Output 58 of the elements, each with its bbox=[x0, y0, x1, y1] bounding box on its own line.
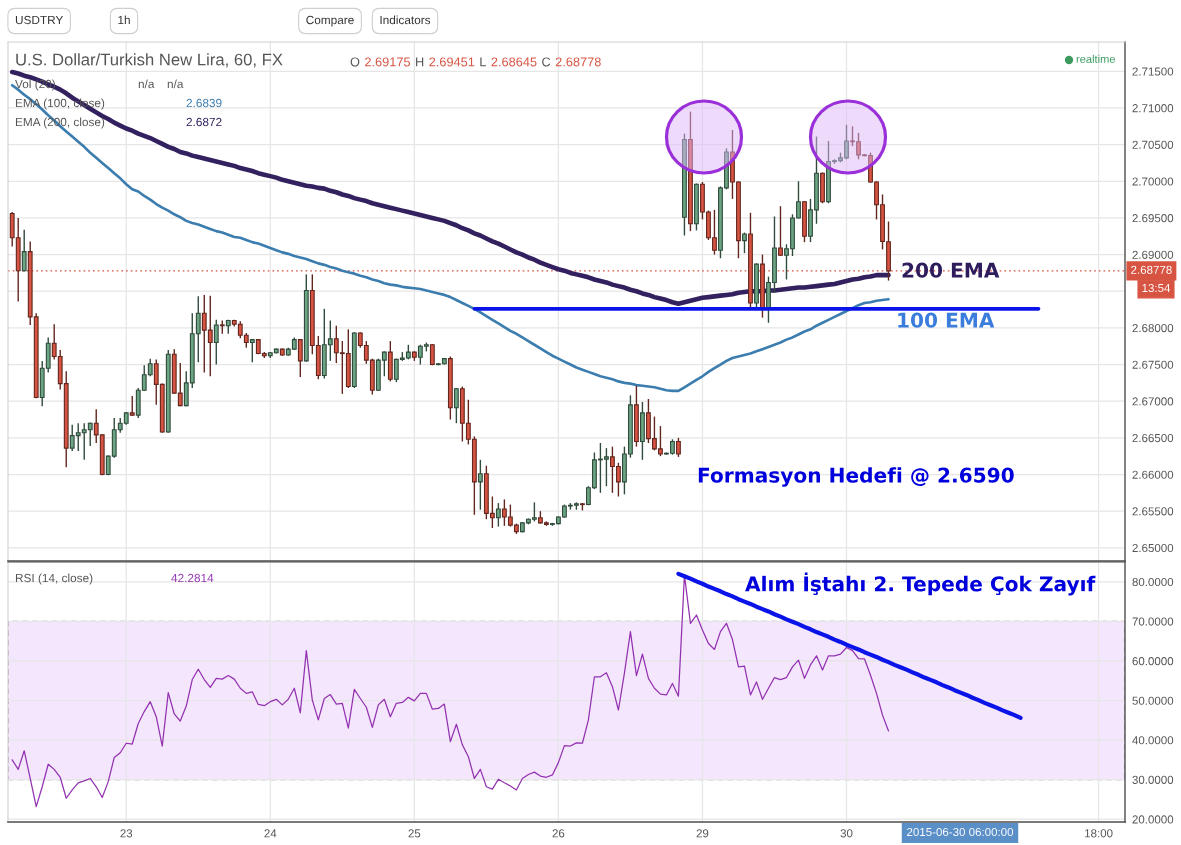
text: 2015-06-30 06:00:00 bbox=[907, 827, 1014, 837]
x-tick-label: 24 bbox=[264, 829, 277, 838]
x-tick-label: 30 bbox=[840, 829, 853, 838]
y-tick-label: 70.0000 bbox=[1132, 617, 1174, 626]
text: O 2.69175 H 2.69451 L 2.68645 C 2.68778 bbox=[350, 57, 601, 67]
candlestick bbox=[676, 437, 681, 458]
y-tick-label: 20.0000 bbox=[1132, 815, 1174, 824]
text: Compare bbox=[306, 15, 354, 27]
y-tick-label: 2.66000 bbox=[1132, 470, 1174, 479]
y-tick-label: 2.67000 bbox=[1132, 397, 1174, 406]
text: U.S. Dollar/Turkish New Lira, 60, FX bbox=[16, 53, 283, 68]
line-series bbox=[9, 69, 891, 306]
y-tick-label: 40.0000 bbox=[1132, 736, 1174, 745]
x-tick-label: 23 bbox=[120, 829, 133, 838]
annotation: 2.6839 bbox=[186, 98, 222, 108]
x-tick-label: 29 bbox=[696, 829, 709, 838]
text: 1h bbox=[118, 15, 130, 25]
candlestick bbox=[21, 228, 27, 273]
y-tick-label: 2.65500 bbox=[1132, 507, 1174, 516]
candlestick bbox=[477, 459, 483, 511]
candlestick bbox=[495, 502, 501, 528]
y-tick-label: 80.0000 bbox=[1132, 577, 1174, 587]
candlestick bbox=[453, 387, 459, 424]
y-tick-label: 2.69500 bbox=[1132, 214, 1174, 223]
y-tick-label: 2.70500 bbox=[1132, 140, 1174, 149]
y-tick-label: 2.68000 bbox=[1132, 324, 1174, 333]
y-tick-label: 60.0000 bbox=[1132, 657, 1174, 666]
annotation: 100 EMA bbox=[898, 312, 995, 328]
x-tick-label: 26 bbox=[552, 829, 565, 838]
y-tick-label: 2.71500 bbox=[1132, 67, 1174, 76]
y-tick-label: 2.70000 bbox=[1132, 177, 1174, 186]
y-tick-label: 2.71000 bbox=[1132, 104, 1174, 113]
annotation: n/a bbox=[167, 79, 184, 89]
y-tick-label: 2.67500 bbox=[1132, 360, 1174, 369]
text: 13:54 bbox=[1142, 283, 1171, 293]
y-tick-label: 2.66500 bbox=[1132, 433, 1174, 443]
annotation: n/a bbox=[138, 79, 155, 89]
x-tick-label: 25 bbox=[408, 829, 421, 838]
text: Indicators bbox=[380, 15, 431, 25]
y-tick-label: 2.65000 bbox=[1132, 543, 1174, 553]
annotation: 42.2814 bbox=[171, 573, 214, 583]
candlestick bbox=[778, 205, 783, 257]
x-tick-label: 18:00 bbox=[1085, 829, 1113, 838]
annotation: 200 EMA bbox=[902, 262, 1000, 278]
y-tick-label: 2.69000 bbox=[1132, 250, 1174, 259]
annotation: Formasyon Hedefi @ 2.6590 bbox=[698, 467, 1014, 487]
candlestick bbox=[129, 395, 135, 417]
candlestick bbox=[213, 319, 219, 366]
annotation: Alım İştahı 2. Tepede Çok Zayıf bbox=[745, 572, 1096, 596]
y-tick-label: 50.0000 bbox=[1132, 696, 1174, 705]
candlestick bbox=[297, 338, 303, 378]
annotation: Vol (20) bbox=[15, 79, 55, 91]
y-tick-label: 30.0000 bbox=[1132, 775, 1174, 784]
annotation: realtime bbox=[1076, 54, 1116, 63]
text: RSI (14, close) bbox=[15, 573, 93, 585]
text: USDTRY bbox=[15, 15, 64, 25]
ref-line-label: 2.68778 bbox=[1131, 265, 1172, 274]
annotation: 2.6872 bbox=[186, 117, 222, 127]
